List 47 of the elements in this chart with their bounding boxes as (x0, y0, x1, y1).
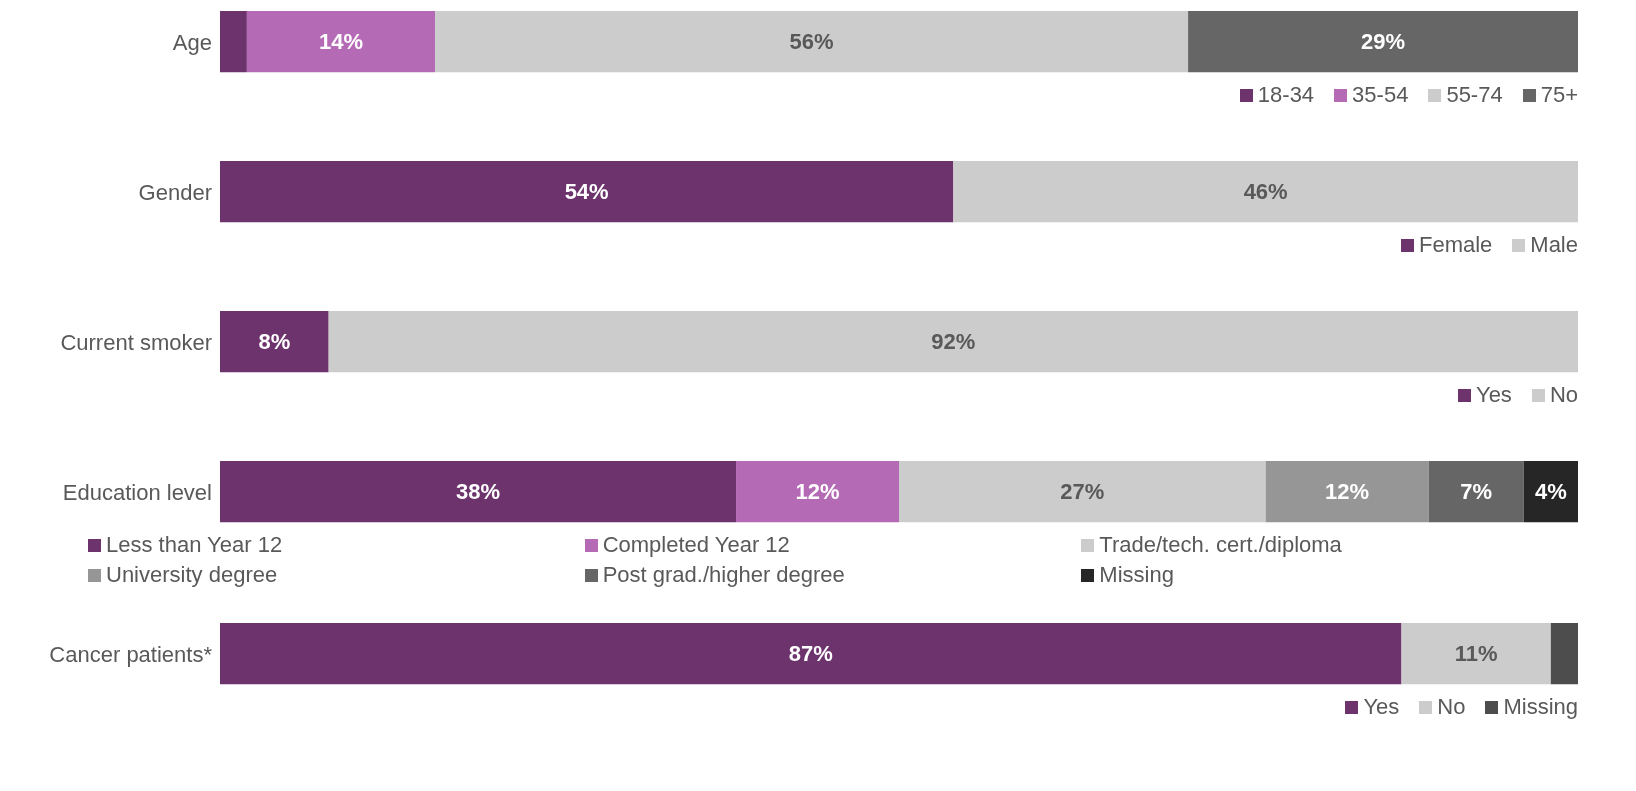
y-tick-label: Cancer patients* (49, 641, 213, 667)
data-label: 56% (789, 29, 834, 55)
data-label: 7% (1460, 479, 1493, 505)
data-label: 12% (1325, 479, 1370, 505)
y-tick-label: Education level (62, 479, 212, 505)
data-label: 14% (318, 29, 364, 55)
legend-label: 55-74 (1446, 82, 1503, 108)
y-tick-label: Current smoker (60, 329, 212, 355)
data-label: 29% (1361, 29, 1406, 55)
legend-label: Less than Year 12 (106, 532, 283, 558)
legend-label: 75+ (1540, 82, 1578, 108)
legend-label: Male (1530, 232, 1578, 258)
legend-label: University degree (106, 562, 278, 588)
legend-label: Yes (1363, 694, 1400, 720)
data-label: 11% (1454, 641, 1498, 667)
legend-label: No (1437, 694, 1466, 720)
bar (246, 11, 436, 73)
data-label: 87% (788, 641, 833, 667)
bar (736, 461, 899, 523)
legend-label: Missing (1503, 694, 1578, 720)
legend-label: Female (1418, 232, 1493, 258)
legend-label: 18-34 (1257, 82, 1315, 108)
data-label: 46% (1243, 179, 1288, 205)
legend-label: No (1549, 382, 1578, 408)
data-label: 38% (456, 479, 501, 505)
legend-label: Yes (1475, 382, 1512, 408)
bar (1188, 11, 1578, 73)
y-tick-label: Age (172, 29, 212, 55)
bar (1428, 461, 1524, 523)
legend-label: Missing (1099, 562, 1174, 588)
legend-label: Post grad./higher degree (602, 562, 845, 588)
bar (220, 11, 247, 73)
data-label: 92% (931, 329, 976, 355)
bar (220, 461, 737, 523)
data-label: 8% (258, 329, 291, 355)
data-label: 4% (1534, 479, 1567, 505)
bar (435, 11, 1189, 73)
bar (1523, 461, 1578, 523)
y-tick-label: Gender (138, 179, 212, 205)
legend-label: Completed Year 12 (602, 532, 790, 558)
data-label: 12% (795, 479, 840, 505)
legend-label: 35-54 (1352, 82, 1409, 108)
data-label: 27% (1060, 479, 1105, 505)
bar (899, 461, 1266, 523)
bar (1265, 461, 1429, 523)
legend-label: Trade/tech. cert./diploma (1099, 532, 1342, 558)
data-label: 54% (564, 179, 609, 205)
